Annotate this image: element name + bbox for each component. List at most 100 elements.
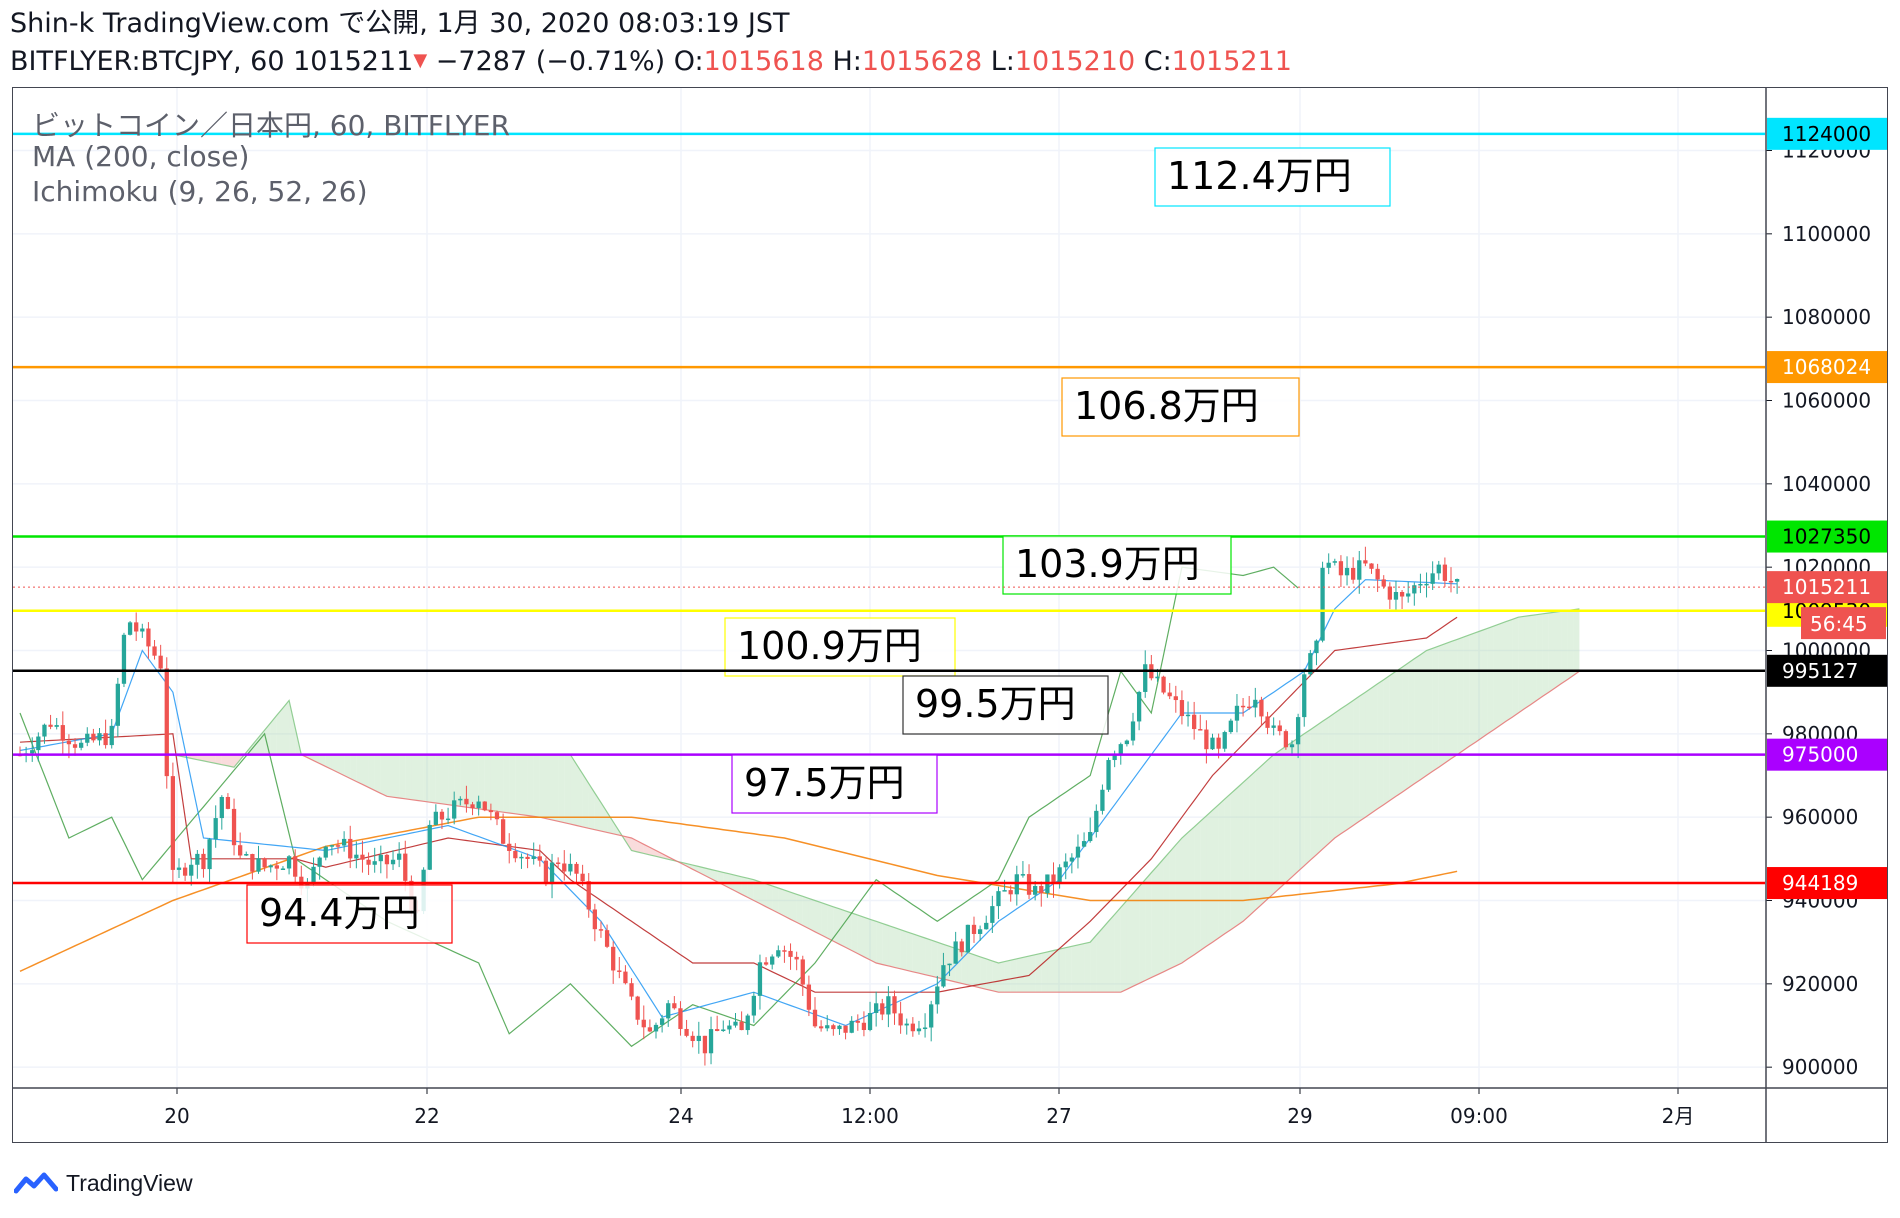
candle-body: [586, 881, 591, 910]
candle-body: [1234, 705, 1240, 721]
ichimoku-cloud-segment: [289, 700, 296, 755]
ichimoku-cloud-segment: [356, 754, 363, 785]
candle-body: [372, 861, 377, 865]
candle-body: [690, 1035, 695, 1042]
ichimoku-cloud-segment: [319, 754, 326, 767]
ichimoku-cloud-segment: [815, 900, 822, 935]
ichimoku-cloud-segment: [925, 938, 932, 977]
level-price-label: 975000: [1782, 743, 1858, 767]
candle-body: [439, 811, 445, 820]
candle-body: [1314, 640, 1319, 654]
candle-body: [708, 1029, 714, 1054]
ichimoku-cloud-segment: [1365, 688, 1372, 818]
candle-body: [317, 857, 322, 867]
ichimoku-cloud-segment: [1059, 947, 1066, 993]
ichimoku-cloud-segment: [380, 754, 387, 797]
candle-body: [1406, 593, 1411, 597]
ichimoku-cloud-segment: [1469, 632, 1476, 747]
candle-body: [366, 859, 371, 865]
ichimoku-cloud-segment: [1402, 663, 1409, 793]
candle-body: [91, 733, 96, 741]
symbol-label: BITFLYER:BTCJPY, 60: [10, 46, 285, 77]
candle-body: [1051, 874, 1056, 884]
ichimoku-cloud-segment: [1414, 654, 1421, 784]
ichimoku-cloud-segment: [313, 754, 320, 764]
ichimoku-cloud-segment: [1243, 776, 1250, 922]
candle-body: [531, 856, 536, 859]
candle-body: [1448, 580, 1454, 583]
candle-body: [696, 1035, 701, 1042]
ichimoku-cloud-segment: [1487, 626, 1494, 734]
ichimoku-cloud-segment: [1065, 946, 1072, 993]
candle-body: [494, 812, 500, 820]
y-tick-label: 1080000: [1782, 305, 1871, 329]
ichimoku-cloud-segment: [393, 754, 400, 798]
ichimoku-cloud-segment: [802, 896, 809, 929]
level-note: 103.9万円: [1015, 542, 1200, 586]
candle-body: [72, 744, 78, 748]
candle-body: [1069, 857, 1074, 862]
legend-ichimoku: Ichimoku (9, 26, 52, 26): [32, 175, 368, 208]
ichimoku-cloud-segment: [766, 883, 773, 910]
ichimoku-cloud-segment: [227, 754, 235, 768]
candle-body: [1289, 744, 1295, 748]
ichimoku-cloud-segment: [1139, 879, 1146, 984]
ichimoku-cloud-segment: [839, 908, 846, 948]
ichimoku-cloud-segment: [1420, 650, 1427, 780]
candle-body: [1057, 867, 1062, 884]
candle-body: [513, 850, 518, 859]
candle-body: [1026, 874, 1032, 895]
ichimoku-cloud-segment: [594, 793, 601, 832]
ichimoku-cloud-segment: [1267, 754, 1274, 900]
ichimoku-cloud-segment: [325, 754, 332, 770]
footer: TradingView: [14, 1166, 193, 1200]
candle-body: [121, 634, 127, 684]
candle-body: [427, 824, 432, 870]
candle-body: [800, 959, 805, 985]
candle-body: [482, 801, 487, 811]
countdown-label: 56:45: [1810, 612, 1868, 636]
ichimoku-cloud-segment: [570, 754, 577, 826]
open-label: O:: [673, 46, 704, 77]
ichimoku-cloud-segment: [1395, 667, 1403, 797]
ichimoku-cloud-segment: [827, 904, 834, 942]
level-note-box: [1002, 535, 1232, 595]
ichimoku-cloud-segment: [1157, 858, 1164, 975]
candle-body: [207, 839, 212, 870]
candle-body: [1179, 700, 1185, 717]
candle-body: [433, 811, 438, 825]
ichimoku-cloud-segment: [460, 754, 467, 808]
ichimoku-cloud-segment: [276, 707, 283, 755]
ichimoku-cloud-segment: [221, 754, 228, 766]
candle-body: [1247, 706, 1252, 709]
candle-body: [238, 845, 243, 856]
candle-body: [916, 1028, 922, 1032]
candle-body: [849, 1020, 854, 1033]
ichimoku-cloud-segment: [1328, 713, 1335, 844]
ichimoku-cloud-segment: [515, 754, 522, 815]
candle-body: [1253, 699, 1258, 708]
candle-body: [806, 984, 812, 1010]
candle-body: [231, 808, 237, 846]
candle-body: [1081, 841, 1087, 847]
last-price-tag: [1767, 571, 1887, 604]
candle-body: [244, 854, 249, 856]
ichimoku-cloud-segment: [1347, 700, 1354, 830]
candle-body: [1381, 579, 1386, 587]
candle-body: [500, 819, 506, 844]
candle-body: [1338, 561, 1344, 576]
ichimoku-cloud-segment: [1145, 872, 1152, 981]
ichimoku-cloud-segment: [1536, 613, 1543, 701]
ichimoku-cloud-segment: [698, 866, 705, 876]
ichimoku-cloud-segment: [1438, 643, 1445, 768]
candle-body: [984, 922, 989, 930]
candle-body: [659, 1018, 665, 1025]
level-note-box: [1061, 377, 1300, 437]
candle-body: [1412, 585, 1417, 594]
ichimoku-cloud-segment: [1389, 671, 1396, 801]
candle-body: [1436, 564, 1441, 574]
legend-ma: MA (200, close): [32, 140, 250, 173]
candle-body: [525, 856, 530, 859]
level-note: 106.8万円: [1074, 384, 1259, 428]
